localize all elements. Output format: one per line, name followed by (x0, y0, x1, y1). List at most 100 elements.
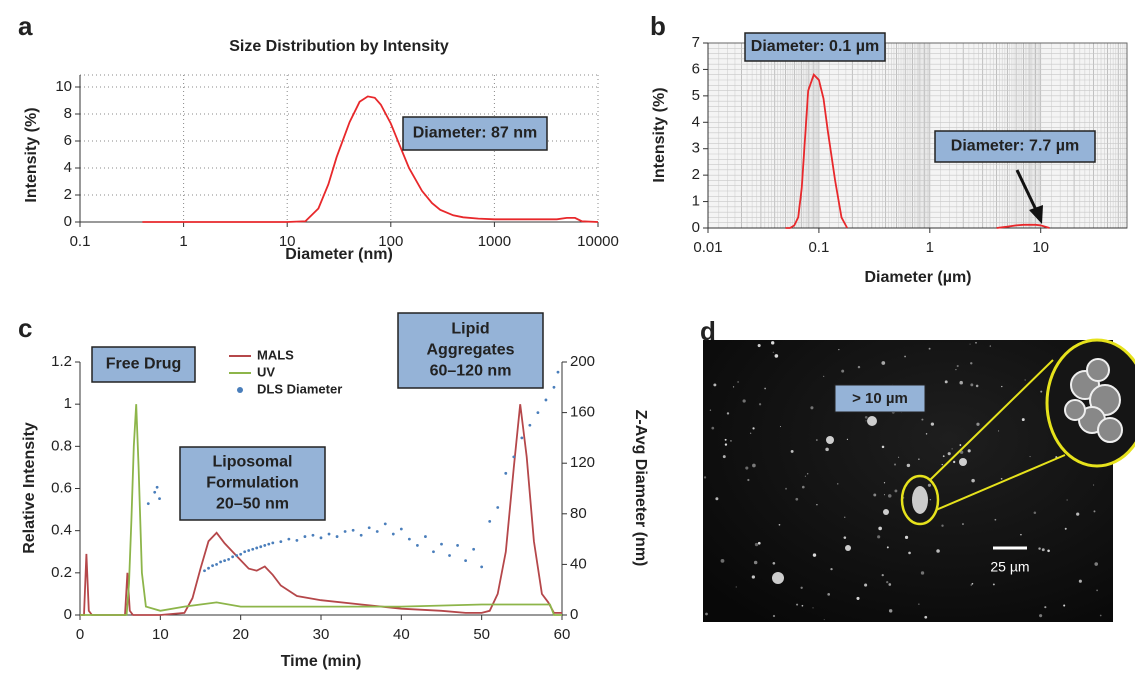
scale-bar-label: 25 µm (990, 559, 1029, 575)
data-point (255, 546, 259, 550)
particle (857, 365, 861, 369)
particle (843, 536, 847, 539)
data-point (416, 544, 419, 547)
particle (864, 415, 868, 419)
particle (894, 463, 897, 466)
annotation-text: Aggregates (426, 342, 514, 359)
particle (757, 343, 761, 348)
particle (944, 380, 948, 384)
data-point (407, 537, 411, 541)
data-point (424, 535, 427, 538)
particle (785, 487, 787, 490)
y-tick-label: 0 (64, 213, 72, 230)
particle (883, 482, 886, 484)
data-point (440, 542, 443, 546)
data-point (472, 547, 476, 551)
data-point (311, 533, 315, 537)
particle (930, 422, 935, 426)
y-tick-label: 2 (64, 186, 72, 203)
particle (752, 427, 755, 430)
annotation-text: Diameter: 87 nm (413, 125, 538, 142)
particle (877, 535, 881, 539)
aggregate-cell (1064, 399, 1086, 421)
y-tick-label: 4 (64, 159, 72, 176)
particle (778, 523, 781, 526)
annotation-box (179, 446, 326, 521)
particle (856, 596, 860, 600)
particle (1024, 379, 1026, 381)
y2-tick-label: 0 (570, 606, 578, 623)
data-point (155, 485, 159, 489)
particle (883, 509, 889, 515)
particle (927, 483, 932, 487)
y2-tick-label: 160 (570, 404, 595, 421)
y2-tick-label: 40 (570, 555, 587, 572)
particle (894, 489, 898, 493)
x-tick-label: 0 (76, 626, 84, 643)
data-point (327, 532, 331, 536)
particle (822, 375, 825, 378)
annotation-box (834, 384, 926, 413)
annotation-box (91, 346, 196, 383)
panel-label: d (700, 316, 716, 346)
particle (815, 439, 818, 441)
chart-title: Size Distribution by Intensity (229, 38, 449, 55)
arrow-head (1029, 205, 1043, 224)
particle (955, 369, 957, 371)
particle (967, 449, 971, 453)
particle (1021, 418, 1025, 422)
particle (737, 381, 739, 383)
y2-tick-label: 80 (570, 505, 587, 522)
x-tick-label: 100 (378, 233, 403, 250)
y-tick-label: 1 (692, 193, 700, 210)
particle (970, 383, 974, 387)
particle (881, 573, 884, 577)
particle (772, 561, 776, 565)
data-point (383, 522, 387, 526)
data-point (279, 540, 283, 544)
y-tick-label: 4 (692, 113, 700, 130)
particle (1020, 533, 1022, 536)
aggregate (912, 486, 928, 514)
data-point (528, 423, 532, 427)
y-tick-label: 6 (64, 132, 72, 149)
y-tick-label: 0.4 (51, 522, 72, 539)
x-tick-label: 0.1 (808, 239, 829, 256)
y-tick-label: 2 (692, 166, 700, 183)
particle (772, 572, 784, 584)
aggregate-cell (1097, 417, 1123, 443)
particle (873, 493, 877, 497)
y-tick-label: 3 (692, 140, 700, 157)
particle (726, 412, 730, 415)
particle (936, 549, 940, 553)
data-point (536, 411, 540, 414)
data-point (295, 538, 299, 542)
arrow (1015, 169, 1039, 213)
y-tick-label: 8 (64, 105, 72, 122)
panel-label: b (650, 11, 666, 41)
particle (998, 430, 1000, 432)
particle (796, 603, 799, 606)
particle (951, 448, 953, 450)
particle (804, 475, 807, 477)
particle (865, 420, 867, 422)
particle (1063, 604, 1066, 607)
annotation-text: > 10 µm (852, 390, 908, 407)
y-tick-label: 7 (692, 34, 700, 51)
particle (838, 349, 840, 351)
annotation-text: Lipid (451, 321, 489, 338)
particle (864, 583, 868, 587)
particle (795, 497, 799, 501)
particle (970, 362, 973, 365)
annotation-text: 20–50 nm (216, 496, 289, 513)
particle (962, 523, 964, 525)
particle (1099, 614, 1102, 617)
particle (1001, 385, 1003, 388)
particle (810, 406, 814, 410)
particle (735, 586, 737, 588)
legend-marker (237, 387, 243, 393)
annotation-text: Liposomal (212, 454, 292, 471)
data-line (785, 73, 1050, 229)
particle (705, 612, 708, 616)
data-point (359, 533, 363, 537)
